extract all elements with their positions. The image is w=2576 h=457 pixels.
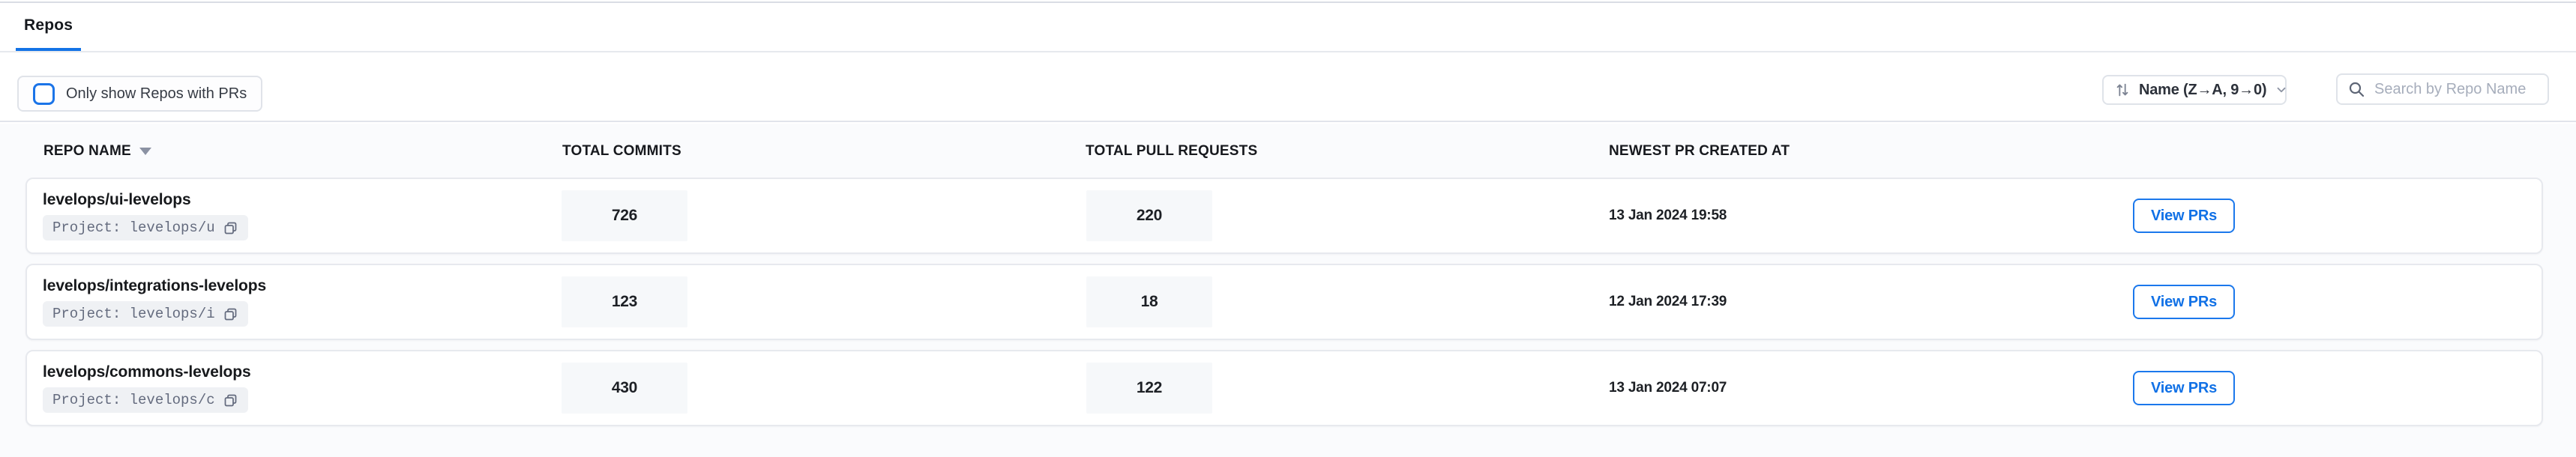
total-commits-value: 123 <box>562 276 687 327</box>
newest-pr-created-at-value: 13 Jan 2024 19:58 <box>1609 208 1727 223</box>
repo-search <box>2336 73 2549 105</box>
column-header-newest-pr-created-at: NEWEST PR CREATED AT <box>1609 143 1790 160</box>
project-label: Project: levelops/u <box>52 220 215 236</box>
total-pull-requests-value: 18 <box>1086 276 1212 327</box>
column-header-total-pull-requests-label: TOTAL PULL REQUESTS <box>1086 143 1258 159</box>
newest-pr-created-at-value: 13 Jan 2024 07:07 <box>1609 380 1727 396</box>
column-header-total-pull-requests: TOTAL PULL REQUESTS <box>1086 143 1257 160</box>
copy-icon[interactable] <box>223 220 238 236</box>
column-header-newest-pr-created-at-label: NEWEST PR CREATED AT <box>1609 143 1790 159</box>
repo-cell: levelops/commons-levelops Project: level… <box>43 363 251 413</box>
total-commits-value: 430 <box>562 363 687 414</box>
sort-arrows-icon <box>2114 82 2131 98</box>
repo-name: levelops/commons-levelops <box>43 363 251 381</box>
sort-dropdown-value: Name (Z→A, 9→0) <box>2139 81 2267 98</box>
project-pill: Project: levelops/i <box>43 301 248 327</box>
view-prs-button[interactable]: View PRs <box>2133 285 2235 319</box>
table-row: levelops/integrations-levelops Project: … <box>25 264 2543 340</box>
table-row: levelops/ui-levelops Project: levelops/u… <box>25 178 2543 254</box>
project-pill: Project: levelops/c <box>43 387 248 413</box>
repos-table: REPO NAME TOTAL COMMITS TOTAL PULL REQUE… <box>0 124 2576 457</box>
only-show-repos-with-prs-toggle[interactable]: Only show Repos with PRs <box>17 76 263 112</box>
checkbox-icon[interactable] <box>33 82 55 105</box>
search-input[interactable] <box>2374 80 2538 98</box>
chevron-down-icon <box>2275 83 2288 97</box>
view-prs-button[interactable]: View PRs <box>2133 371 2235 405</box>
repo-cell: levelops/ui-levelops Project: levelops/u <box>43 191 248 240</box>
repo-name: levelops/ui-levelops <box>43 191 191 208</box>
copy-icon[interactable] <box>223 306 238 322</box>
total-commits-value: 726 <box>562 190 687 241</box>
top-divider <box>0 1 2576 3</box>
project-label: Project: levelops/c <box>52 392 215 408</box>
copy-icon[interactable] <box>223 393 238 408</box>
tab-repos[interactable]: Repos <box>16 3 82 51</box>
total-pull-requests-value: 220 <box>1086 190 1212 241</box>
newest-pr-created-at-value: 12 Jan 2024 17:39 <box>1609 294 1727 309</box>
checkbox-label: Only show Repos with PRs <box>66 85 247 102</box>
view-prs-button[interactable]: View PRs <box>2133 199 2235 233</box>
total-pull-requests-value: 122 <box>1086 363 1212 414</box>
project-pill: Project: levelops/u <box>43 215 248 240</box>
project-label: Project: levelops/i <box>52 306 215 322</box>
column-header-repo-name[interactable]: REPO NAME <box>43 143 151 160</box>
sort-caret-icon <box>139 148 151 155</box>
table-row: levelops/commons-levelops Project: level… <box>25 350 2543 426</box>
repo-name: levelops/integrations-levelops <box>43 277 267 294</box>
repo-cell: levelops/integrations-levelops Project: … <box>43 277 266 327</box>
filter-bar: Only show Repos with PRs Name (Z→A, 9→0) <box>0 54 2576 122</box>
column-header-total-commits-label: TOTAL COMMITS <box>562 143 681 159</box>
tab-repos-label: Repos <box>24 16 73 34</box>
search-icon <box>2347 80 2365 98</box>
tab-bar: Repos <box>0 3 2576 52</box>
sort-dropdown[interactable]: Name (Z→A, 9→0) <box>2102 75 2287 105</box>
column-header-total-commits: TOTAL COMMITS <box>562 143 681 160</box>
column-header-repo-name-label: REPO NAME <box>43 143 131 159</box>
